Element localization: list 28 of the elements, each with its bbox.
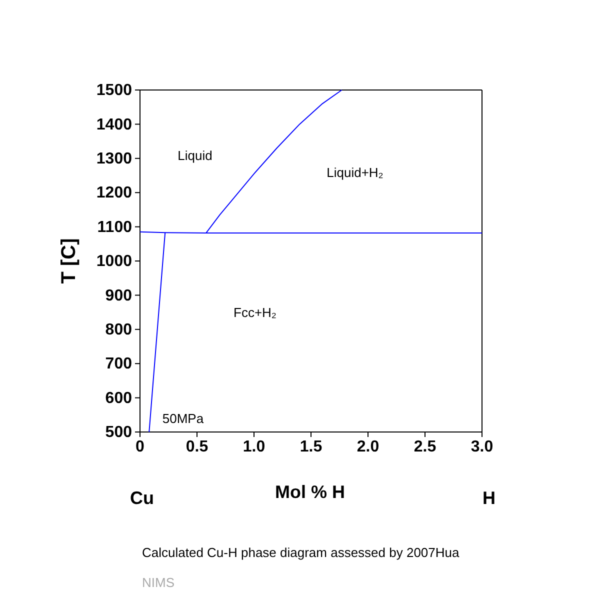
y-tick-label: 800	[105, 322, 132, 339]
annotation: 50MPa	[162, 411, 204, 426]
y-tick-label: 1200	[96, 184, 132, 202]
text: Calculated Cu-H phase diagram assessed by 2007Hua	[142, 545, 460, 560]
annotation: Liquid	[178, 148, 212, 164]
x-tick-label: 1.5	[300, 438, 322, 456]
text: NIMS	[142, 575, 175, 590]
text: Cu	[130, 488, 154, 508]
annotation: Fcc+H₂	[234, 305, 276, 320]
text: H	[482, 488, 496, 508]
annotation: Liquid+H₂	[326, 165, 384, 180]
y-tick-label: 1400	[96, 116, 132, 134]
x-tick-label: 2.0	[356, 438, 380, 456]
x-axis-title: Mol % H	[275, 482, 345, 502]
y-tick-label: 900	[105, 287, 132, 304]
x-tick-label: 0.5	[186, 438, 208, 456]
y-axis-title: T [C]	[58, 238, 80, 284]
y-tick-label: 1000	[96, 253, 132, 270]
y-tick-label: 600	[105, 390, 132, 407]
x-tick-label: 3.0	[470, 438, 494, 456]
y-tick-label: 1300	[96, 150, 132, 168]
y-tick-label: 500	[105, 424, 132, 442]
x-tick-label: 0	[136, 438, 145, 456]
x-tick-label: 2.5	[414, 438, 436, 456]
y-tick-label: 700	[105, 356, 132, 373]
x-tick-label: 1.0	[242, 438, 266, 456]
y-tick-label: 1100	[97, 218, 132, 236]
y-tick-label: 1500	[96, 82, 132, 100]
